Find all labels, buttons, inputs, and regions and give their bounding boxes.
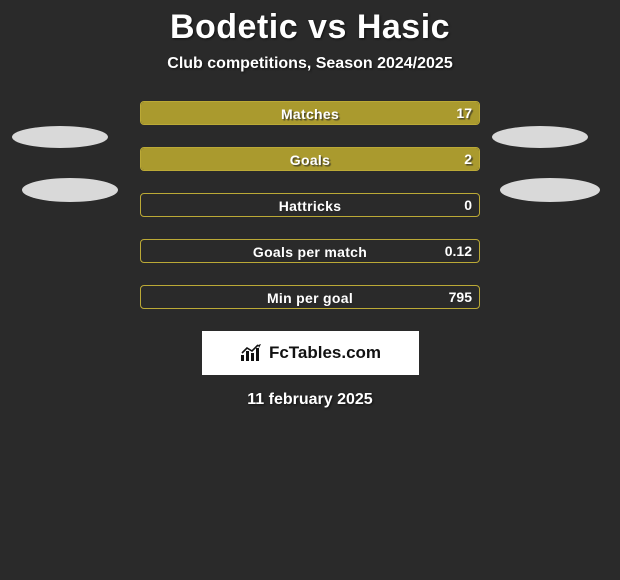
bar-wrap: Goals [140,147,480,171]
bar-fill-left [141,102,479,124]
date-label: 11 february 2025 [0,391,620,409]
stat-label: Goals per match [141,240,479,263]
chart-icon [239,343,263,363]
stat-row: Min per goal795 [0,285,620,309]
player-ellipse [22,178,118,202]
stat-label: Min per goal [141,286,479,309]
bar-wrap: Matches [140,101,480,125]
stat-value-right: 0 [464,193,472,217]
stat-row: Goals2 [0,147,620,171]
stat-value-right: 0.12 [445,239,472,263]
bar-fill-left [141,148,479,170]
page-title: Bodetic vs Hasic [0,0,620,47]
bar-wrap: Goals per match [140,239,480,263]
stat-value-right: 795 [449,285,472,309]
subtitle: Club competitions, Season 2024/2025 [0,55,620,73]
player-ellipse [12,126,108,148]
stat-label: Hattricks [141,194,479,217]
brand-text: FcTables.com [269,343,381,363]
player-ellipse [492,126,588,148]
bar-wrap: Min per goal [140,285,480,309]
stat-row: Goals per match0.12 [0,239,620,263]
stats-card: Bodetic vs Hasic Club competitions, Seas… [0,0,620,580]
brand-box[interactable]: FcTables.com [202,331,419,375]
stat-value-right: 17 [456,101,472,125]
stat-row: Matches17 [0,101,620,125]
stat-value-right: 2 [464,147,472,171]
bar-wrap: Hattricks [140,193,480,217]
player-ellipse [500,178,600,202]
